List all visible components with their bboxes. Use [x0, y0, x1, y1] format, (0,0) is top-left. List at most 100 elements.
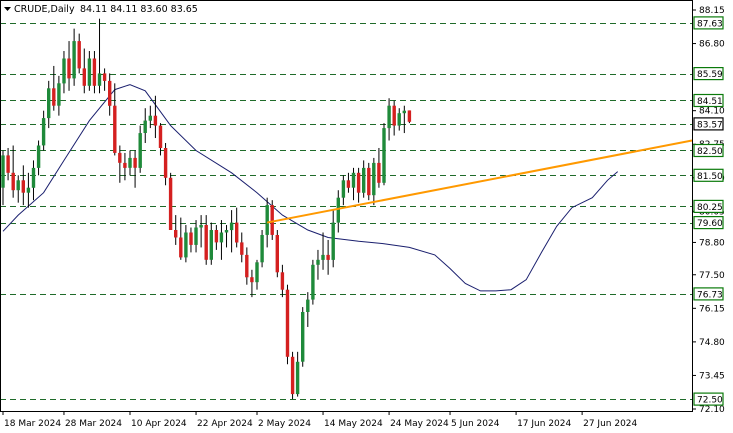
bull-candle-body — [47, 88, 51, 119]
candle-42 — [214, 225, 219, 250]
candle-75 — [382, 123, 386, 186]
y-tick-label: 84.10 — [699, 107, 725, 117]
bear-candle-body — [67, 58, 71, 79]
trendline[interactable] — [266, 139, 693, 224]
candle-56 — [285, 284, 290, 365]
y-tick-label: 78.80 — [699, 238, 725, 248]
bear-candle-body — [275, 235, 279, 273]
level-value: 81.50 — [697, 172, 723, 182]
bear-candle-body — [92, 58, 97, 86]
level-value: 82.50 — [697, 147, 723, 157]
bear-candle-body — [11, 172, 15, 191]
candle-61 — [311, 259, 315, 305]
level-label: 81.50 — [693, 168, 724, 182]
candle-39 — [199, 215, 203, 248]
bull-candle-body — [306, 299, 310, 312]
candle-53 — [270, 200, 274, 240]
bear-candle-body — [133, 157, 137, 168]
bull-candle-body — [26, 187, 31, 193]
bull-candle-body — [331, 222, 335, 260]
bear-candle-body — [21, 180, 25, 193]
x-tick-label: 5 Jun 2024 — [451, 419, 500, 429]
bull-candle-body — [219, 232, 224, 243]
bull-candle-body — [209, 230, 213, 260]
bear-candle-body — [77, 41, 81, 69]
dropdown-triangle-icon[interactable] — [4, 7, 11, 11]
candle-41 — [209, 222, 213, 265]
level-value: 87.63 — [697, 19, 723, 29]
candle-5 — [26, 172, 31, 208]
bear-candle-body — [280, 272, 285, 290]
y-tick-label: 88.15 — [699, 6, 725, 16]
level-value: 76.73 — [697, 290, 723, 300]
bull-candle-body — [397, 113, 401, 126]
candle-78 — [397, 108, 401, 131]
bull-candle-body — [36, 145, 41, 168]
level-value: 79.60 — [697, 219, 723, 229]
bear-candle-body — [118, 152, 122, 163]
candle-77 — [392, 100, 396, 136]
bull-candle-body — [194, 227, 198, 245]
candle-67 — [341, 175, 346, 206]
bull-candle-body — [224, 230, 229, 233]
x-tick-label: 22 Apr 2024 — [197, 419, 253, 429]
level-label: 82.50 — [693, 143, 724, 158]
bear-candle-body — [326, 254, 330, 260]
candle-6 — [31, 160, 36, 201]
candle-1 — [6, 147, 10, 181]
bull-candle-body — [311, 264, 315, 300]
bear-candle-body — [168, 177, 173, 230]
bear-candle-body — [240, 242, 244, 255]
candle-26 — [133, 150, 137, 188]
x-tick-label: 17 Jun 2024 — [517, 419, 571, 429]
bear-candle-body — [245, 254, 249, 278]
y-tick-label: 74.80 — [699, 338, 725, 348]
bear-candle-body — [189, 232, 193, 245]
bull-candle-body — [316, 259, 320, 265]
candle-45 — [229, 210, 234, 253]
level-value: 80.25 — [697, 203, 723, 213]
candle-66 — [336, 190, 340, 233]
candle-57 — [290, 351, 295, 400]
bear-candle-body — [102, 73, 107, 81]
candle-34 — [174, 215, 178, 245]
candle-51 — [260, 230, 264, 268]
bull-candle-body — [97, 73, 102, 86]
x-tick-label: 28 Mar 2024 — [65, 419, 122, 429]
candle-22 — [113, 83, 117, 156]
candle-30 — [153, 95, 158, 139]
bear-candle-body — [174, 230, 178, 238]
candle-73 — [372, 157, 376, 206]
bear-candle-body — [214, 230, 219, 243]
bear-candle-body — [108, 80, 112, 106]
bear-candle-body — [204, 225, 208, 260]
bull-candle-body — [341, 180, 346, 198]
y-tick-label: 77.50 — [699, 271, 725, 281]
candle-0 — [1, 150, 5, 206]
bull-candle-body — [57, 83, 61, 106]
bull-candle-body — [301, 312, 305, 362]
bull-candle-body — [138, 133, 142, 168]
plot-frame — [0, 0, 693, 412]
bull-candle-body — [62, 58, 66, 84]
candle-23 — [118, 145, 122, 183]
bull-candle-body — [1, 155, 5, 188]
bull-candle-body — [402, 110, 406, 114]
candle-59 — [301, 307, 305, 367]
candle-55 — [280, 264, 285, 298]
x-tick-label: 2 May 2024 — [258, 419, 311, 429]
bull-candle-body — [229, 222, 234, 231]
bear-candle-body — [6, 155, 10, 173]
bull-candle-body — [362, 167, 366, 193]
candle-40 — [204, 215, 208, 265]
bear-candle-body — [356, 172, 361, 193]
bull-candle-body — [72, 41, 76, 79]
candle-13 — [67, 41, 71, 91]
level-label: 84.51 — [693, 93, 724, 108]
candle-65 — [331, 210, 335, 268]
bull-candle-body — [184, 232, 188, 258]
bull-candle-body — [321, 254, 325, 260]
bear-candle-body — [113, 105, 117, 153]
candle-48 — [245, 247, 249, 285]
level-value: 72.50 — [697, 396, 723, 406]
